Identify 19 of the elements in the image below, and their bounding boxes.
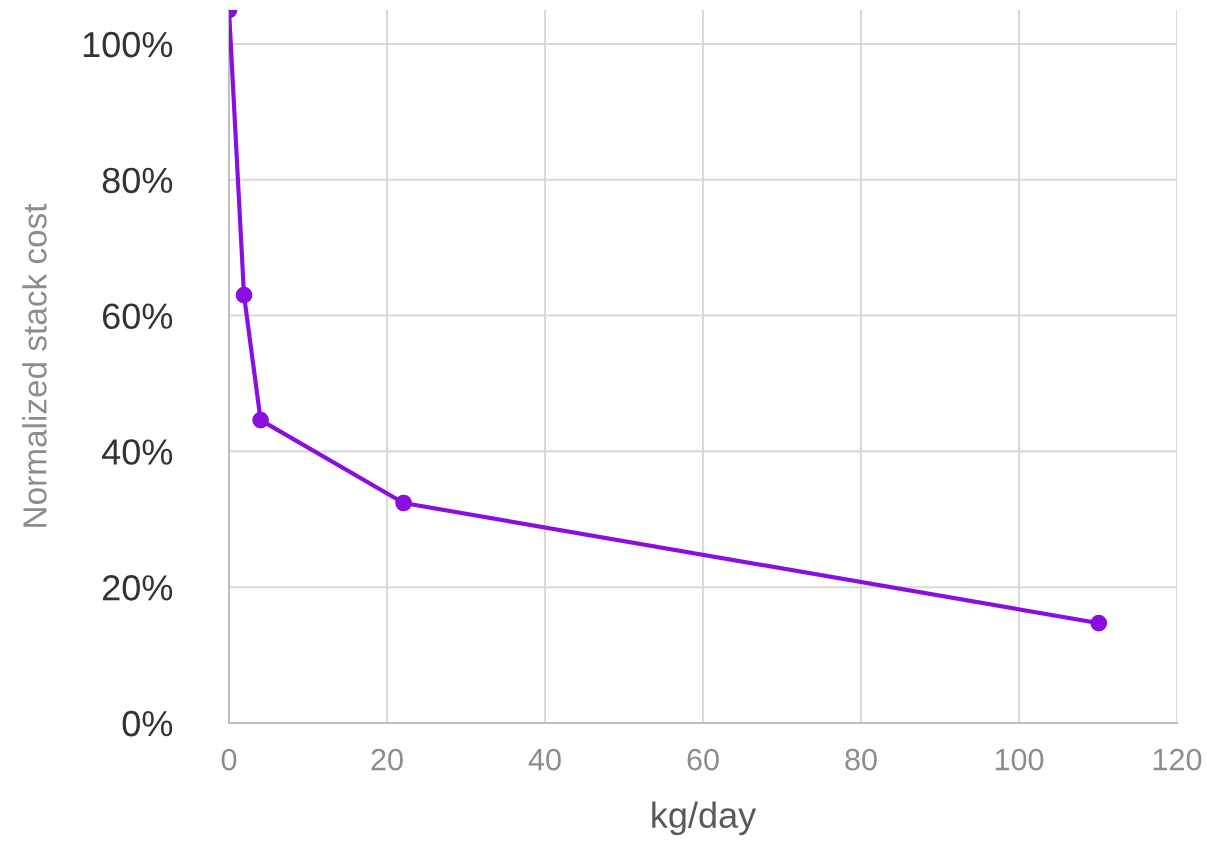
y-tick-label: 40% <box>102 439 173 465</box>
x-tick-label: 80 <box>845 748 877 771</box>
x-tick-label: 60 <box>687 748 719 771</box>
y-tick-label: 80% <box>102 167 173 194</box>
y-tick-label: 0% <box>122 710 173 737</box>
y-tick-label: 20% <box>102 575 173 601</box>
x-tick-label: 20 <box>371 748 403 771</box>
y-tick-label: 60% <box>103 303 173 330</box>
y-tick-label: 100% <box>83 31 173 58</box>
x-tick-label: 0 <box>221 748 237 771</box>
x-tick-label: 100 <box>995 748 1044 771</box>
x-tick-label: 40 <box>528 748 561 771</box>
point <box>252 411 269 429</box>
x-tick-label: 120 <box>1153 748 1202 771</box>
x-axis-title: kg/day <box>652 801 757 836</box>
point <box>395 494 412 512</box>
point <box>235 286 253 304</box>
y-axis-title: Normalized stack cost <box>22 203 47 527</box>
point <box>1090 614 1108 632</box>
